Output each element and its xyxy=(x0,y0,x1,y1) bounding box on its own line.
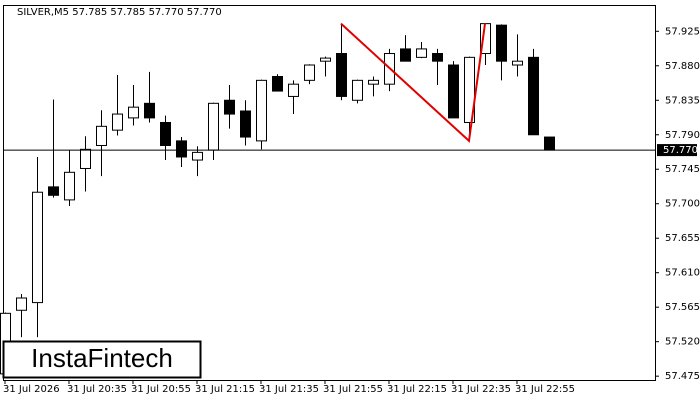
x-tick-label: 31 Jul 21:35 xyxy=(259,384,319,395)
x-tick-label: 31 Jul 22:35 xyxy=(451,384,511,395)
candle-body xyxy=(64,171,75,201)
x-tick-label: 31 Jul 20:35 xyxy=(67,384,127,395)
candle-body xyxy=(240,110,251,138)
candle-body xyxy=(80,148,91,169)
candle-body xyxy=(368,79,379,85)
candle-body xyxy=(208,102,219,151)
candle-body xyxy=(32,191,43,304)
candle-body xyxy=(400,48,411,62)
x-tick-label: 31 Jul 21:15 xyxy=(195,384,255,395)
candle-body xyxy=(224,99,235,115)
y-tick-label: 57.880 xyxy=(665,61,700,72)
x-tick-label: 31 Jul 22:15 xyxy=(387,384,447,395)
candle-body xyxy=(16,297,27,311)
candle-body xyxy=(96,125,107,146)
candle-body xyxy=(272,76,283,92)
y-tick-label: 57.610 xyxy=(665,268,700,279)
y-tick-label: 57.520 xyxy=(665,337,700,348)
y-tick-label: 57.790 xyxy=(665,130,700,141)
candle-body xyxy=(496,24,507,62)
candle-body xyxy=(256,79,267,142)
y-tick-label: 57.925 xyxy=(665,26,700,37)
candle-body xyxy=(112,113,123,131)
last-price-label: 57.770 xyxy=(663,145,698,156)
candle-body xyxy=(336,53,347,97)
candle-body xyxy=(192,151,203,161)
x-tick-label: 31 Jul 22:55 xyxy=(515,384,575,395)
candle-body xyxy=(352,79,363,101)
plot-frame xyxy=(3,5,656,381)
candle-body xyxy=(416,48,427,58)
candle-body xyxy=(304,64,315,81)
candle-body xyxy=(48,186,59,196)
watermark-box xyxy=(2,340,202,379)
x-tick-label: 31 Jul 20:55 xyxy=(131,384,191,395)
x-tick-label: 31 Jul 2026 xyxy=(3,384,60,395)
candle-body xyxy=(128,106,139,119)
y-tick-label: 57.745 xyxy=(665,164,700,175)
chart-title: SILVER,M5 57.785 57.785 57.770 57.770 xyxy=(17,7,222,18)
y-tick-label: 57.700 xyxy=(665,199,700,210)
watermark: InstaFintech xyxy=(31,343,173,373)
candle-body xyxy=(480,23,491,55)
candle-body xyxy=(464,56,475,123)
candle-body xyxy=(528,56,539,136)
candle-body xyxy=(512,60,523,66)
candle-body xyxy=(320,57,331,62)
y-tick-label: 57.835 xyxy=(665,95,700,106)
pattern-line xyxy=(340,22,486,143)
candle-body xyxy=(160,121,171,146)
y-tick-label: 57.475 xyxy=(665,371,700,382)
candle-body xyxy=(432,53,443,62)
y-tick-label: 57.565 xyxy=(665,302,700,313)
y-tick-label: 57.655 xyxy=(665,233,700,244)
x-tick-label: 31 Jul 21:55 xyxy=(323,384,383,395)
candle-body xyxy=(544,136,555,151)
candle-body xyxy=(288,83,299,97)
last-price-box xyxy=(657,144,697,157)
candle-body xyxy=(448,64,459,119)
candle-body xyxy=(144,102,155,119)
candle-body xyxy=(176,140,187,158)
